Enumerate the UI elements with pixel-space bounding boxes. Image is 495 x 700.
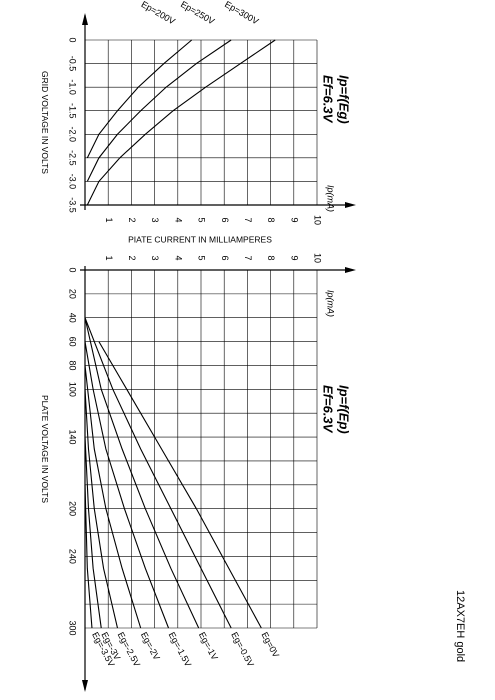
y-tick-label: 300 (68, 620, 78, 635)
x-tick-label: 1 (104, 255, 114, 260)
chart-title: Ip=f(Eg) (337, 75, 352, 124)
curve (84, 437, 102, 629)
y-tick-label: 200 (68, 501, 78, 516)
y-tick-label: -1.0 (68, 79, 78, 95)
x-tick-label: 4 (173, 255, 183, 260)
curve (84, 341, 170, 629)
x-tick-label: 2 (127, 255, 137, 260)
x-tick-label: 3 (150, 255, 160, 260)
y-tick-label: 60 (68, 337, 78, 347)
axis-arrow (345, 202, 356, 208)
x-tick-label: 6 (220, 217, 230, 222)
curve (86, 39, 193, 159)
x-tick-label: 9 (289, 217, 299, 222)
curve-label: Ep=200V (140, 0, 177, 26)
curve-label: Ep=300V (223, 0, 260, 26)
axis-arrow (82, 13, 88, 25)
x-axis-label: PIATE CURRENT IN MILLIAMPERES (128, 234, 272, 244)
curve (86, 39, 276, 206)
y-tick-label: 0 (68, 37, 78, 42)
chart-title: Ip=f(Ep) (337, 385, 352, 434)
y-tick-label: 100 (68, 382, 78, 397)
x-tick-label: 3 (150, 217, 160, 222)
curve (86, 39, 232, 182)
curve-label: Eg=0V (259, 630, 281, 659)
y-axis-label: GRID VOLTAGE IN VOLTS (40, 71, 50, 174)
y-tick-label: -0.5 (68, 56, 78, 72)
curve (84, 484, 93, 629)
curve-label: Eg=-2.5V (116, 630, 143, 668)
model-label: 12AX7EH gold (454, 590, 466, 662)
y-tick-label: -3.5 (68, 197, 78, 213)
axis-arrow (82, 680, 88, 692)
y-tick-label: 140 (68, 430, 78, 445)
x-tick-label: 8 (266, 255, 276, 260)
y-tick-label: 80 (68, 360, 78, 370)
x-tick-label: 7 (243, 217, 253, 222)
curve (84, 317, 232, 629)
axis-unit: Ip(mA) (326, 290, 336, 317)
x-tick-label: 1 (104, 217, 114, 222)
x-tick-label: 7 (243, 255, 253, 260)
x-tick-label: 4 (173, 217, 183, 222)
y-tick-label: -2.5 (68, 150, 78, 166)
chart-subtitle: Ef=6.3V (321, 75, 336, 124)
x-tick-label: 10 (313, 215, 323, 225)
curve-label: Eg=-2V (139, 630, 162, 661)
y-tick-label: 20 (68, 289, 78, 299)
x-tick-label: 10 (313, 253, 323, 263)
curve-label: Eg=-1V (197, 630, 220, 661)
curve-label: Eg=-0.5V (229, 630, 256, 668)
axis-unit: Ip(mA) (326, 185, 336, 212)
y-tick-label: -3.0 (68, 174, 78, 190)
y-tick-label: 40 (68, 313, 78, 323)
x-tick-label: 8 (266, 217, 276, 222)
axis-arrow (345, 267, 356, 273)
x-tick-label: 5 (197, 217, 207, 222)
x-tick-label: 5 (197, 255, 207, 260)
y-axis-label: PLATE VOLTAGE IN VOLTS (40, 395, 50, 503)
curve (84, 317, 200, 629)
x-tick-label: 6 (220, 255, 230, 260)
curve-label: Ep=250V (179, 0, 216, 26)
y-tick-label: 0 (68, 267, 78, 272)
x-tick-label: 2 (127, 217, 137, 222)
x-tick-label: 9 (289, 255, 299, 260)
curve (98, 341, 262, 629)
curve-label: Eg=-1.5V (167, 630, 194, 668)
curve (84, 389, 119, 629)
y-tick-label: -1.5 (68, 103, 78, 119)
chart-subtitle: Ef=6.3V (321, 385, 336, 434)
y-tick-label: 240 (68, 549, 78, 564)
y-tick-label: -2.0 (68, 127, 78, 143)
curve (84, 365, 142, 629)
